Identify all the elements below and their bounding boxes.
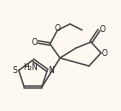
Text: O: O — [100, 25, 105, 34]
Text: S: S — [12, 66, 17, 75]
Text: H₂N: H₂N — [24, 62, 38, 71]
Text: O: O — [102, 49, 107, 57]
Text: N: N — [48, 66, 54, 75]
Text: O: O — [32, 38, 37, 47]
Text: O: O — [55, 24, 60, 33]
